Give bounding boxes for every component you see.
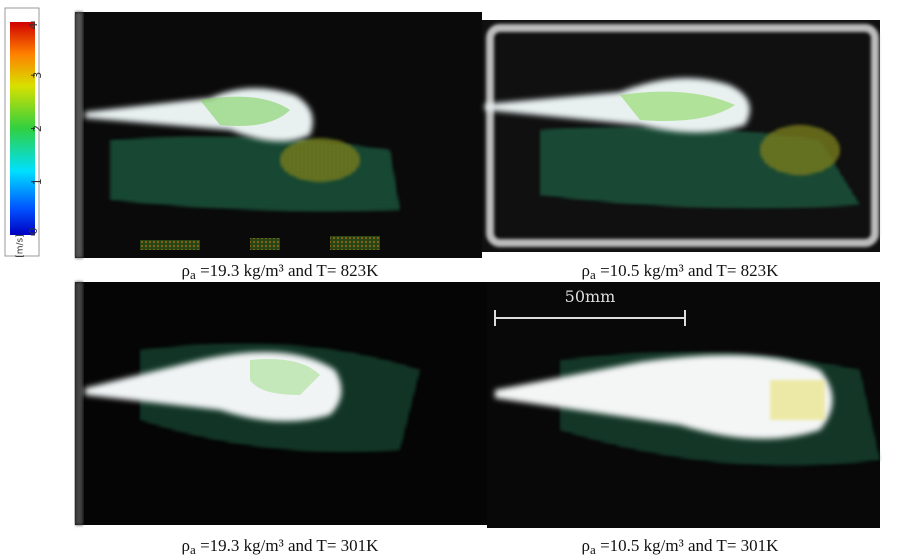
caption-symbol: ρ xyxy=(182,261,190,280)
image-panel xyxy=(75,282,487,525)
caption-text: =19.3 kg/m³ and T= 301K xyxy=(196,536,379,555)
colorbar-tick-label: 0 xyxy=(27,228,40,235)
image-panel: 50mm xyxy=(487,282,880,528)
caption-symbol: ρ xyxy=(582,536,590,555)
image-panel xyxy=(75,12,482,258)
panel-caption: ρa =10.5 kg/m³ and T= 301K xyxy=(582,536,780,556)
colorbar-tick-label: 2 xyxy=(31,125,44,132)
caption-text: =10.5 kg/m³ and T= 823K xyxy=(596,261,779,280)
panel-caption: ρa =10.5 kg/m³ and T= 823K xyxy=(582,261,780,282)
figure: 01234 [m/s] 50mm ρa =19.3 kg/ xyxy=(0,0,906,556)
caption-text: =19.3 kg/m³ and T= 823K xyxy=(196,261,379,280)
caption-text: =10.5 kg/m³ and T= 301K xyxy=(596,536,779,555)
scale-bar-label: 50mm xyxy=(565,287,616,306)
colorbar-tick-label: 3 xyxy=(31,72,44,79)
panel-caption: ρa =19.3 kg/m³ and T= 301K xyxy=(182,536,380,556)
caption-symbol: ρ xyxy=(182,536,190,555)
panel-caption: ρa =19.3 kg/m³ and T= 823K xyxy=(182,261,380,282)
caption-symbol: ρ xyxy=(582,261,590,280)
image-panel xyxy=(482,20,880,252)
colorbar-tick-label: 4 xyxy=(27,23,40,30)
colorbar-tick-label: 1 xyxy=(31,178,44,185)
colorbar-unit: [m/s] xyxy=(16,234,26,258)
